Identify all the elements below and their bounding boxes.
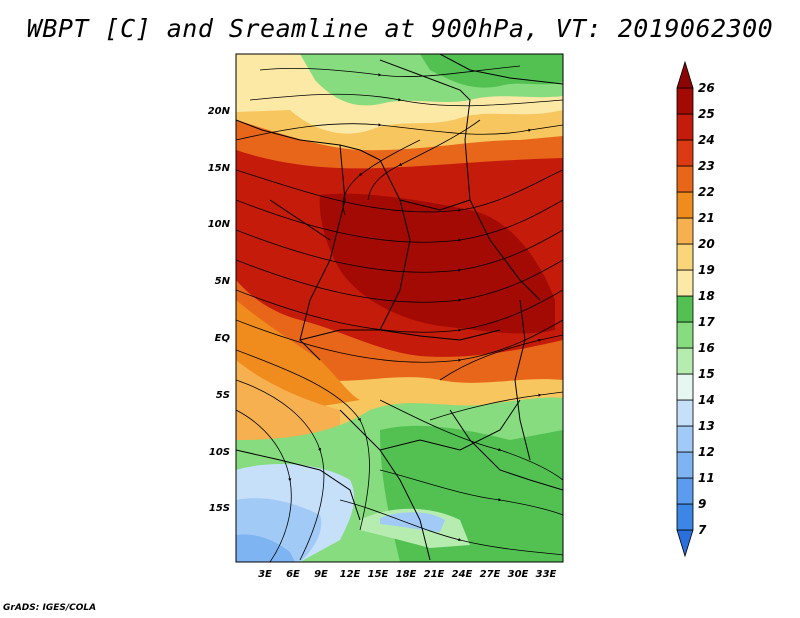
wbpt-shaded-field xyxy=(236,54,563,562)
colorbar-label: 24 xyxy=(698,133,715,147)
lat-label-eq: EQ xyxy=(215,333,231,344)
colorbar-swatch xyxy=(676,87,694,115)
colorbar: 7 9 11 12 13 14 15 16 17 18 19 20 21 22 23 24 25 26 xyxy=(676,60,715,558)
lat-label-15n: 15N xyxy=(208,163,231,174)
colorbar-swatch xyxy=(676,451,694,479)
lat-label-10s: 10S xyxy=(209,447,230,458)
lat-label-5n: 5N xyxy=(215,276,231,287)
colorbar-label: 14 xyxy=(698,393,715,407)
colorbar-swatch xyxy=(676,373,694,401)
map-frame xyxy=(235,53,564,563)
colorbar-label: 16 xyxy=(698,341,715,355)
lon-label-21e: 21E xyxy=(424,569,445,580)
lon-label-27e: 27E xyxy=(480,569,501,580)
colorbar-swatch xyxy=(676,321,694,349)
colorbar-label: 11 xyxy=(698,471,715,485)
colorbar-swatch xyxy=(676,165,694,193)
colorbar-label: 13 xyxy=(698,419,715,433)
colorbar-label: 7 xyxy=(698,523,707,537)
colorbar-swatch xyxy=(676,113,694,141)
colorbar-swatch xyxy=(676,295,694,323)
colorbar-swatch xyxy=(676,139,694,167)
colorbar-swatch xyxy=(676,243,694,271)
colorbar-swatch xyxy=(676,217,694,245)
colorbar-swatch xyxy=(676,347,694,375)
lon-label-6e: 6E xyxy=(286,569,300,580)
lon-label-30e: 30E xyxy=(508,569,529,580)
colorbar-label: 21 xyxy=(698,211,715,225)
colorbar-label: 22 xyxy=(698,185,715,199)
lon-label-24e: 24E xyxy=(452,569,473,580)
lon-label-15e: 15E xyxy=(368,569,389,580)
latitude-labels: 20N 15N 10N 5N EQ 5S 10S 15S xyxy=(208,106,231,514)
lon-label-12e: 12E xyxy=(340,569,361,580)
colorbar-swatch xyxy=(676,191,694,219)
lon-label-33e: 33E xyxy=(536,569,557,580)
colorbar-label: 18 xyxy=(698,289,715,303)
colorbar-label: 15 xyxy=(698,367,715,381)
colorbar-label: 9 xyxy=(698,497,706,511)
colorbar-label: 17 xyxy=(698,315,715,329)
lat-label-15s: 15S xyxy=(209,503,230,514)
lon-label-3e: 3E xyxy=(258,569,272,580)
colorbar-label: 12 xyxy=(698,445,715,459)
colorbar-label: 25 xyxy=(698,107,715,121)
lat-label-20n: 20N xyxy=(208,106,231,117)
colorbar-swatch xyxy=(676,503,694,531)
longitude-labels: 3E 6E 9E 12E 15E 18E 21E 24E 27E 30E 33E xyxy=(258,569,556,580)
colorbar-swatch xyxy=(676,477,694,505)
colorbar-swatch xyxy=(676,529,694,558)
chart-title: WBPT [C] and Sreamline at 900hPa, VT: 20… xyxy=(26,14,774,43)
streamlines xyxy=(236,65,563,562)
colorbar-label: 20 xyxy=(698,237,715,251)
lat-label-5s: 5S xyxy=(216,390,230,401)
colorbar-label: 19 xyxy=(698,263,715,277)
lon-label-9e: 9E xyxy=(314,569,328,580)
lat-label-10n: 10N xyxy=(208,219,231,230)
country-borders xyxy=(236,54,563,561)
colorbar-swatch xyxy=(676,60,694,89)
colorbar-swatch xyxy=(676,425,694,453)
lon-label-18e: 18E xyxy=(396,569,417,580)
colorbar-swatch xyxy=(676,399,694,427)
colorbar-swatch xyxy=(676,269,694,297)
colorbar-label: 23 xyxy=(698,159,715,173)
colorbar-label: 26 xyxy=(698,81,715,95)
footer-credit: GrADS: IGES/COLA xyxy=(3,603,97,613)
